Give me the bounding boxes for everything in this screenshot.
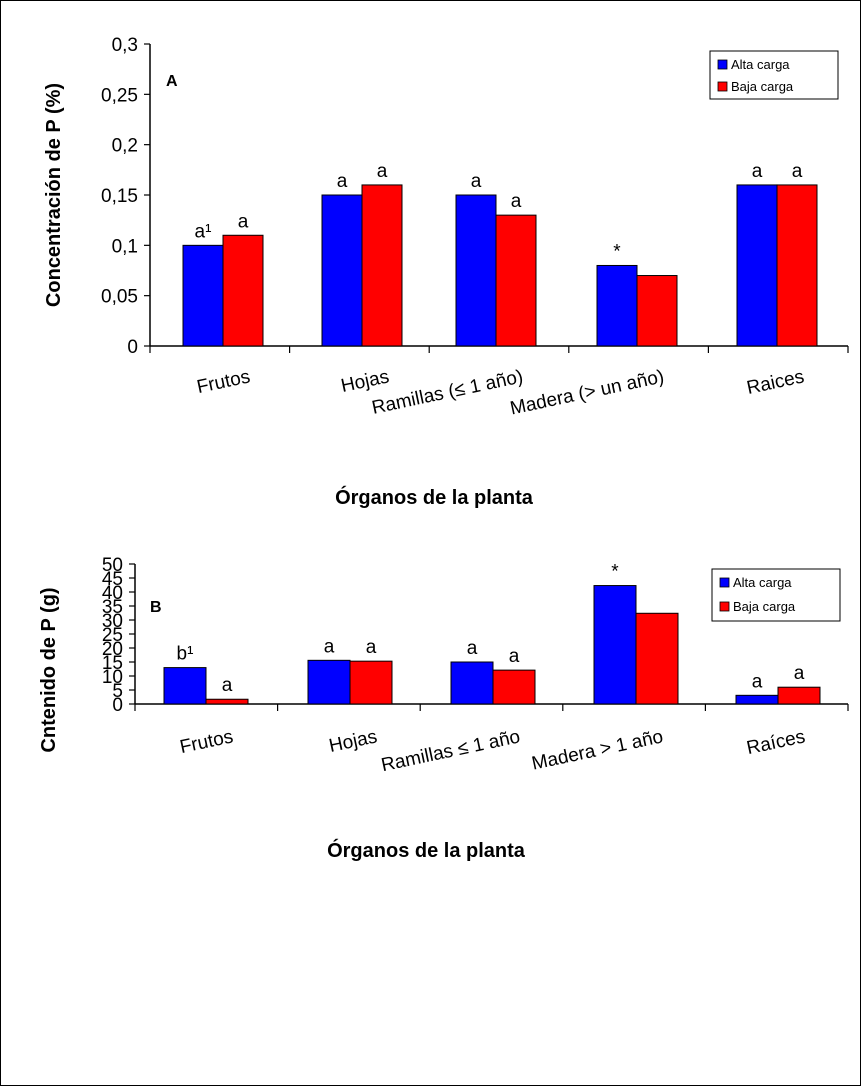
- x-category-label: Madera > 1 año: [530, 726, 665, 774]
- panel-label: A: [166, 73, 178, 90]
- bar: [776, 184, 818, 347]
- y-tick-label: 35: [102, 597, 123, 618]
- y-tick-label: 0: [112, 695, 123, 716]
- legend: Alta carga Baja carga: [711, 568, 841, 622]
- y-tick-label: 25: [102, 625, 123, 646]
- legend-label: Alta carga: [731, 57, 790, 72]
- bar-significance-label: a: [324, 636, 335, 657]
- y-axis-title: Concentración de P (%): [43, 83, 65, 307]
- y-tick-label: 10: [102, 667, 123, 688]
- bar: [349, 660, 393, 705]
- y-tick-label: 0,2: [112, 136, 138, 157]
- bar: [593, 585, 637, 705]
- bar-significance-label: a: [337, 171, 348, 192]
- x-category-label: Raíces: [745, 726, 807, 759]
- legend-swatch: [717, 81, 728, 92]
- bar: [636, 275, 678, 347]
- bar-significance-label: a: [366, 637, 377, 658]
- legend-swatch: [719, 577, 730, 588]
- bar-significance-label: *: [611, 562, 619, 583]
- bar-significance-label: a: [377, 161, 388, 182]
- chart-panel-a: 0 0,05 0,1 0,15 0,2 0,25 0,3 a¹ a Frutos a a Hojas a a…: [43, 35, 849, 509]
- y-tick-label: 0,3: [112, 35, 138, 56]
- bar-significance-label: a: [794, 663, 805, 684]
- x-axis-title: Órganos de la planta: [327, 838, 526, 862]
- y-tick-label: 0,25: [101, 85, 138, 106]
- bar-significance-label: a: [467, 638, 478, 659]
- x-category-label: Ramillas (≤ 1 año): [370, 366, 525, 419]
- bar: [735, 694, 779, 705]
- bar: [450, 661, 494, 705]
- bar: [455, 194, 497, 347]
- x-category-label: Hojas: [327, 726, 379, 757]
- bar: [205, 698, 249, 705]
- y-tick-label: 40: [102, 583, 123, 604]
- bar: [777, 686, 821, 705]
- y-tick-label: 0,1: [112, 236, 138, 257]
- x-axis-title: Órganos de la planta: [335, 485, 534, 509]
- bar: [596, 264, 638, 347]
- bar: [635, 612, 679, 705]
- x-category-label: Madera (> un año): [508, 366, 666, 419]
- x-category-label: Frutos: [195, 366, 252, 398]
- x-category-label: Frutos: [178, 726, 235, 758]
- y-tick-label: 30: [102, 611, 123, 632]
- legend-label: Alta carga: [733, 575, 792, 590]
- bar-significance-label: b¹: [177, 644, 194, 665]
- y-tick-label: 0,05: [101, 287, 138, 308]
- x-category-label: Raices: [745, 366, 806, 399]
- bar-significance-label: a: [752, 671, 763, 692]
- x-category-label: Ramillas ≤ 1 año: [379, 726, 522, 776]
- bar-significance-label: a: [509, 646, 520, 667]
- bar-significance-label: a¹: [195, 221, 212, 242]
- bar-significance-label: *: [613, 241, 621, 262]
- bar-significance-label: a: [471, 171, 482, 192]
- y-tick-label: 0: [127, 337, 138, 358]
- bar-significance-label: a: [752, 161, 763, 182]
- bar: [222, 234, 264, 347]
- bar: [492, 669, 536, 705]
- y-tick-label: 20: [102, 639, 123, 660]
- bar-significance-label: a: [511, 191, 522, 212]
- x-category-label: Hojas: [339, 366, 391, 397]
- legend-swatch: [717, 59, 728, 70]
- bar-significance-label: a: [238, 211, 249, 232]
- legend-box: [709, 50, 839, 100]
- y-tick-label: 50: [102, 555, 123, 576]
- legend-label: Baja carga: [731, 79, 794, 94]
- bar: [736, 184, 778, 347]
- y-tick-label: 5: [112, 681, 123, 702]
- legend-label: Baja carga: [733, 599, 796, 614]
- bar: [321, 194, 363, 347]
- y-tick-label: 0,15: [101, 186, 138, 207]
- bar: [163, 667, 207, 705]
- legend-box: [711, 568, 841, 622]
- y-tick-label: 45: [102, 569, 123, 590]
- legend-swatch: [719, 601, 730, 612]
- bar: [361, 184, 403, 347]
- bar: [495, 214, 537, 347]
- y-tick-label: 15: [102, 653, 123, 674]
- bar: [307, 659, 351, 705]
- bar-significance-label: a: [792, 161, 803, 182]
- bar: [182, 244, 224, 347]
- bar-significance-label: a: [222, 675, 233, 696]
- panel-label: B: [150, 599, 162, 616]
- legend: Alta carga Baja carga: [709, 50, 839, 100]
- y-axis-title: Cntenido de P (g): [38, 587, 60, 752]
